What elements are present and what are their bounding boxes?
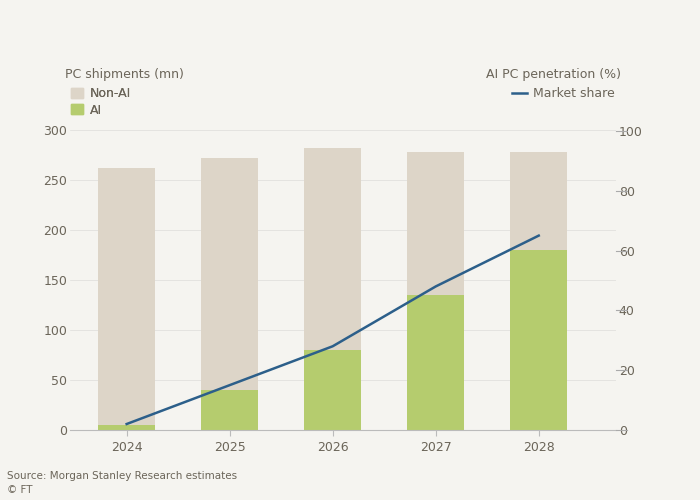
Legend: Market share: Market share: [512, 88, 615, 101]
Bar: [202, 390, 258, 430]
Bar: [98, 425, 155, 430]
Text: AI PC penetration (%): AI PC penetration (%): [486, 68, 622, 82]
Text: Source: Morgan Stanley Research estimates
© FT: Source: Morgan Stanley Research estimate…: [7, 471, 237, 495]
Bar: [202, 158, 258, 390]
Legend: Non-AI, AI: Non-AI, AI: [71, 88, 131, 117]
Bar: [510, 250, 567, 430]
Bar: [407, 152, 464, 295]
Bar: [510, 152, 567, 250]
Bar: [407, 295, 464, 430]
Bar: [304, 148, 361, 350]
Bar: [98, 168, 155, 425]
Text: PC shipments (mn): PC shipments (mn): [64, 68, 183, 82]
Bar: [304, 350, 361, 430]
